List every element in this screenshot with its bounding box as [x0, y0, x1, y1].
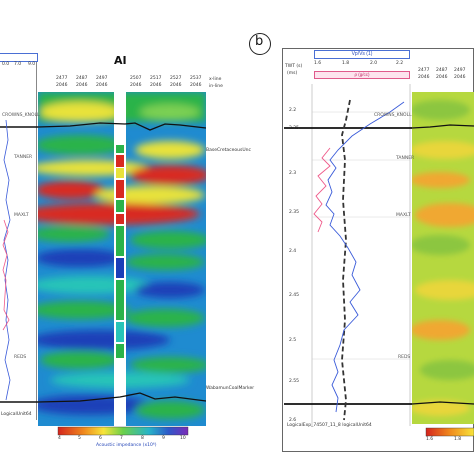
panel-a-trace-num: 2537 [190, 76, 202, 81]
panel-a-scale-2: 9.0 [28, 62, 36, 67]
panel-a-trace-num: 2497 [96, 76, 108, 81]
panel-b-log-header: Vp/Vs (1) [314, 50, 410, 59]
panel-b-marker-label-2: MAXLT [396, 213, 411, 218]
panel-a-trace-header: 2477 2487 2497 2507 2517 2527 2537 2046 … [54, 76, 206, 94]
panel-a-trace-num: 2517 [150, 76, 162, 81]
panel-b-trace-num: 2487 [436, 68, 448, 73]
panel-b-colorbar [425, 427, 474, 437]
panel-a-colorbar-label: Acoustic impedance (x10⁶) [96, 443, 157, 448]
panel-a-blue-log [3, 119, 11, 401]
panel-b-trace-num: 2477 [418, 68, 430, 73]
panel-b-log-grid [311, 84, 411, 426]
time-tick: 2.5 [289, 338, 297, 343]
panel-b-trace-num: 2497 [454, 68, 466, 73]
panel-a-trace-num: 2507 [130, 76, 142, 81]
colorbar-tick: 5 [78, 436, 81, 441]
time-tick: 2.45 [289, 293, 300, 298]
colorbar-tick: 1.6 [426, 437, 434, 442]
panel-b-marker-label-0: CROWNS_KNOLL [374, 113, 412, 118]
colorbar-tick: 1.8 [454, 437, 462, 442]
colorbar-tick: 10 [180, 436, 186, 441]
panel-a-trace-num: 2487 [76, 76, 88, 81]
time-tick: 2.35 [289, 210, 300, 215]
panel-a-axis-xline: x-line [209, 77, 222, 82]
panel-a-trace-sub: 2046 [150, 83, 162, 88]
time-tick: 2.6 [289, 418, 297, 423]
panel-a-trace-num: 2477 [56, 76, 68, 81]
panel-a-marker-label-0: CROWNS_KNOLL [2, 113, 40, 118]
panel-a-trace-sub: 2046 [56, 83, 68, 88]
panel-a-axis-inline: in-line [209, 84, 223, 89]
panel-a-bottom-log-label: LogicalUnit64 [1, 412, 32, 417]
panel-a-impedance-section [38, 92, 206, 426]
panel-b-twt-unit: (ms) [287, 71, 298, 76]
log-tick: 1.6 [314, 61, 322, 66]
panel-a-trace-sub: 2046 [96, 83, 108, 88]
panel-b-marker-label-1: TANNER [396, 156, 415, 161]
panel-a-trace-sub: 2046 [130, 83, 142, 88]
panel-a-scale-0: 0.0 [2, 62, 10, 67]
panel-b-trace-header: 2477 2487 2497 2046 2046 2046 [414, 68, 474, 84]
panel-b-trace-sub: 2046 [436, 75, 448, 80]
panel-b-log-ticks: 1.6 1.8 2.0 2.2 [314, 61, 408, 69]
panel-a-marker-label-1: TANNER [14, 155, 33, 160]
panel-a-colorbar-ticks: 4 5 6 7 8 9 10 [56, 436, 196, 444]
panel-a-marker-label-2: MAXLT [14, 213, 29, 218]
panel-a-colorbar [57, 426, 189, 436]
panel-b-trace-sub: 2046 [418, 75, 430, 80]
colorbar-tick: 9 [162, 436, 165, 441]
panel-b-pink-header: ρ (g/cc) [314, 71, 410, 79]
panel-b-marker-label-3: REDS [398, 355, 411, 360]
panel-a-horizon-bottom-label: WabamunCoalMarker [206, 386, 255, 391]
panel-b-blue-log [325, 101, 405, 413]
panel-b-impedance-section [412, 92, 474, 424]
time-tick: 2.3 [289, 171, 297, 176]
time-tick: 2.4 [289, 249, 297, 254]
panel-a-trace-sub: 2046 [76, 83, 88, 88]
panel-a-trace-sub: 2046 [190, 83, 202, 88]
panel-b-dashed-log [341, 99, 351, 421]
panel-b-label: b [255, 34, 264, 49]
log-tick: 1.8 [342, 61, 350, 66]
panel-b-pink-log [313, 147, 331, 233]
panel-a-pink-log [2, 219, 10, 331]
time-tick: 2.55 [289, 379, 300, 384]
panel-a-marker-label-3: REDS [14, 355, 27, 360]
panel-a-ai-label: AI [114, 54, 127, 67]
log-tick: 2.2 [396, 61, 404, 66]
colorbar-tick: 6 [99, 436, 102, 441]
time-tick: 2.2 [289, 108, 297, 113]
log-tick: 2.0 [370, 61, 378, 66]
panel-a-horizon-top-label: BaseCretaceousUnc [206, 148, 251, 153]
time-tick: 2.25 [289, 126, 300, 131]
panel-b-time-axis: 2.2 2.25 2.3 2.35 2.4 2.45 2.5 2.55 2.6 [285, 100, 311, 430]
colorbar-tick: 4 [58, 436, 61, 441]
panel-b-twt-label: TWT (s) [285, 64, 303, 69]
panel-a-scale-1: 7.0 [14, 62, 22, 67]
panel-a-trace-sub: 2046 [170, 83, 182, 88]
panel-a-top-horizon [38, 122, 206, 131]
colorbar-tick: 7 [120, 436, 123, 441]
panel-a-scale-header [0, 53, 38, 62]
panel-b-colorbar-ticks: 1.6 1.8 [426, 437, 472, 445]
panel-a-bottom-horizon [38, 392, 206, 403]
panel-b-bottom-log-label: LogicalExp_74507_11_8 logicalUnit64 [287, 423, 372, 428]
panel-b-label-circle [249, 33, 271, 55]
colorbar-tick: 8 [141, 436, 144, 441]
panel-a-trace-num: 2527 [170, 76, 182, 81]
panel-b-trace-sub: 2046 [454, 75, 466, 80]
